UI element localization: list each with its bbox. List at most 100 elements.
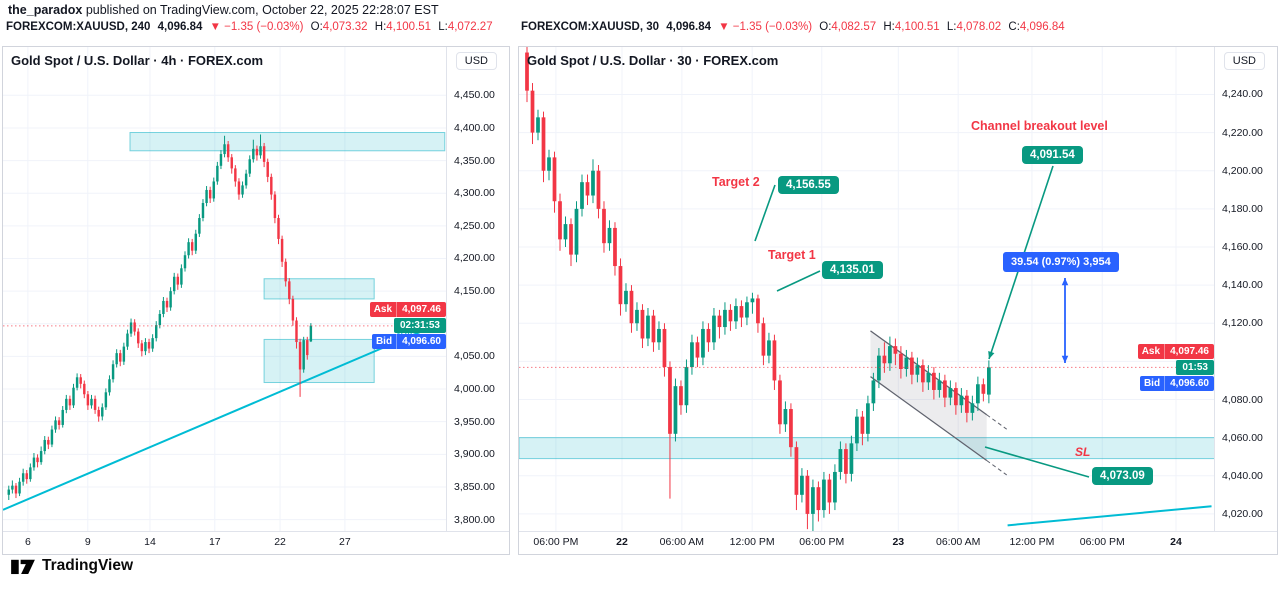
bar-countdown: 01:53: [1176, 360, 1214, 375]
target1-annotation: Target 1: [768, 248, 816, 262]
price-tick: 4,240.00: [1222, 88, 1263, 101]
ohlc-high: 4,100.51: [386, 21, 432, 33]
ohlc-open: 4,082.57: [831, 21, 877, 33]
chart-title-30m: Gold Spot / U.S. Dollar · 30 · FOREX.com: [527, 53, 779, 68]
candles: [525, 47, 991, 532]
time-tick: 06:00 AM: [659, 536, 705, 548]
price-tick: 4,300.00: [454, 187, 495, 200]
time-tick: 06:00 AM: [935, 536, 981, 548]
chart-title-4h: Gold Spot / U.S. Dollar · 4h · FOREX.com: [11, 53, 264, 68]
chart-plot-area-4h[interactable]: Gold Spot / U.S. Dollar · 4h · FOREX.com…: [3, 47, 447, 532]
ohlc-close-label: C:: [1008, 21, 1020, 33]
annotation-pointers: [754, 165, 1090, 478]
time-tick: 22: [274, 536, 286, 548]
trendlines: [1007, 505, 1212, 527]
target2-price-tag: 4,156.55: [778, 176, 839, 194]
ohlc-low: 4,072.27: [447, 21, 493, 33]
ticker-last-price: 4,096.84: [157, 21, 203, 33]
stop-loss-price-tag: 4,073.09: [1092, 467, 1153, 485]
price-tick: 4,050.00: [454, 350, 495, 363]
time-tick: 06:00 PM: [1079, 536, 1125, 548]
ohlc-low-label: L:: [946, 21, 957, 33]
target2-annotation: Target 2: [712, 175, 760, 189]
ask-label: Ask: [1138, 344, 1166, 359]
price-tick: 4,180.00: [1222, 202, 1263, 215]
ohlc-high: 4,100.51: [894, 21, 940, 33]
countdown-value: 01:53: [1182, 362, 1208, 373]
channel-breakout-annotation: Channel breakout level: [971, 119, 1108, 133]
ask-price-tag[interactable]: Ask 4,097.46: [1137, 344, 1214, 359]
price-tick: 4,350.00: [454, 154, 495, 167]
ask-label: Ask: [370, 302, 398, 317]
price-tick: 4,220.00: [1222, 126, 1263, 139]
ohlc-high-label: H:: [374, 21, 387, 33]
ohlc-open-label: O:: [819, 21, 832, 33]
time-tick: 06:00 PM: [799, 536, 845, 548]
time-tick: 12:00 PM: [1009, 536, 1055, 548]
candlestick-chart-30m[interactable]: [519, 47, 1215, 532]
candles: [7, 134, 313, 501]
ticker-symbol: FOREXCOM:XAUUSD, 30: [521, 21, 660, 33]
price-tick: 3,950.00: [454, 415, 495, 428]
ask-value: 4,097.46: [1170, 346, 1209, 357]
countdown-value: 02:31:53: [399, 320, 440, 331]
currency-button[interactable]: USD: [1223, 52, 1265, 70]
bid-price-tag[interactable]: Bid 4,096.60: [1139, 376, 1214, 391]
chart-panel-30m: Gold Spot / U.S. Dollar · 30 · FOREX.com…: [518, 46, 1278, 555]
time-tick: 27: [339, 536, 351, 548]
gridlines: [519, 47, 1215, 532]
time-axis[interactable]: 06:00 PM 22 06:00 AM 12:00 PM 06:00 PM 23 06:0…: [519, 531, 1277, 554]
price-axis[interactable]: 4,450.00 4,400.00 4,350.00 4,300.00 4,250.00…: [446, 47, 509, 532]
bid-value: 4,096.60: [1170, 378, 1209, 389]
bid-label: Bid: [372, 334, 398, 349]
username: the_paradox: [8, 3, 83, 17]
ask-price-tag[interactable]: Ask 4,097.46: [369, 302, 446, 317]
stop-loss-annotation: SL: [1075, 445, 1091, 459]
ticker-change: ▼ −1.35 (−0.03%): [718, 21, 813, 33]
price-tick: 4,000.00: [454, 383, 495, 396]
price-tick: 4,160.00: [1222, 240, 1263, 253]
price-tick: 4,200.00: [1222, 164, 1263, 177]
price-range-measure-arrow: [1061, 278, 1069, 363]
ticker-row-30m: FOREXCOM:XAUUSD, 30 4,096.84 ▼ −1.35 (−0…: [521, 21, 1069, 33]
ticker-row-4h: FOREXCOM:XAUUSD, 240 4,096.84 ▼ −1.35 (−…: [6, 21, 497, 33]
tradingview-logo-icon: [11, 559, 35, 575]
time-tick: 14: [144, 536, 156, 548]
time-tick: 24: [1170, 536, 1182, 548]
bid-label: Bid: [1140, 376, 1166, 391]
price-axis[interactable]: 4,240.00 4,220.00 4,200.00 4,180.00 4,160.00…: [1214, 47, 1277, 532]
ohlc-high-label: H:: [883, 21, 895, 33]
price-tick: 4,200.00: [454, 252, 495, 265]
price-tick: 4,250.00: [454, 219, 495, 232]
price-tick: 4,150.00: [454, 285, 495, 298]
ohlc-low-label: L:: [438, 21, 448, 33]
ohlc-low: 4,078.02: [956, 21, 1002, 33]
time-tick: 12:00 PM: [729, 536, 775, 548]
supply-demand-zones: [519, 437, 1215, 460]
currency-button[interactable]: USD: [455, 52, 497, 70]
ask-value: 4,097.46: [402, 304, 441, 315]
supply-demand-zones: [129, 132, 446, 384]
price-tick: 4,060.00: [1222, 431, 1263, 444]
chart-plot-area-30m[interactable]: Gold Spot / U.S. Dollar · 30 · FOREX.com…: [519, 47, 1215, 532]
chart-panel-4h: Gold Spot / U.S. Dollar · 4h · FOREX.com…: [2, 46, 510, 555]
price-tick: 3,850.00: [454, 480, 495, 493]
time-tick: 23: [892, 536, 905, 548]
publish-header: the_paradox published on TradingView.com…: [8, 3, 439, 17]
price-range-measure-label: 39.54 (0.97%) 3,954: [1003, 252, 1119, 272]
price-tick: 4,020.00: [1222, 507, 1263, 520]
time-tick: 17: [208, 536, 221, 548]
time-tick: 9: [84, 536, 91, 548]
time-axis[interactable]: 6 9 14 17 22 27: [3, 531, 509, 554]
candlestick-chart-4h[interactable]: [3, 47, 447, 532]
ticker-symbol: FOREXCOM:XAUUSD, 240: [6, 21, 151, 33]
price-tick: 4,040.00: [1222, 469, 1263, 482]
bar-countdown: 02:31:53: [393, 318, 446, 333]
gridlines: [3, 47, 447, 532]
tradingview-footer-logo[interactable]: TradingView: [10, 556, 133, 575]
bid-price-tag[interactable]: Bid 4,096.60: [371, 334, 446, 349]
ohlc-open-label: O:: [310, 21, 323, 33]
time-tick: 22: [616, 536, 628, 548]
publish-info: published on TradingView.com, October 22…: [85, 3, 439, 17]
